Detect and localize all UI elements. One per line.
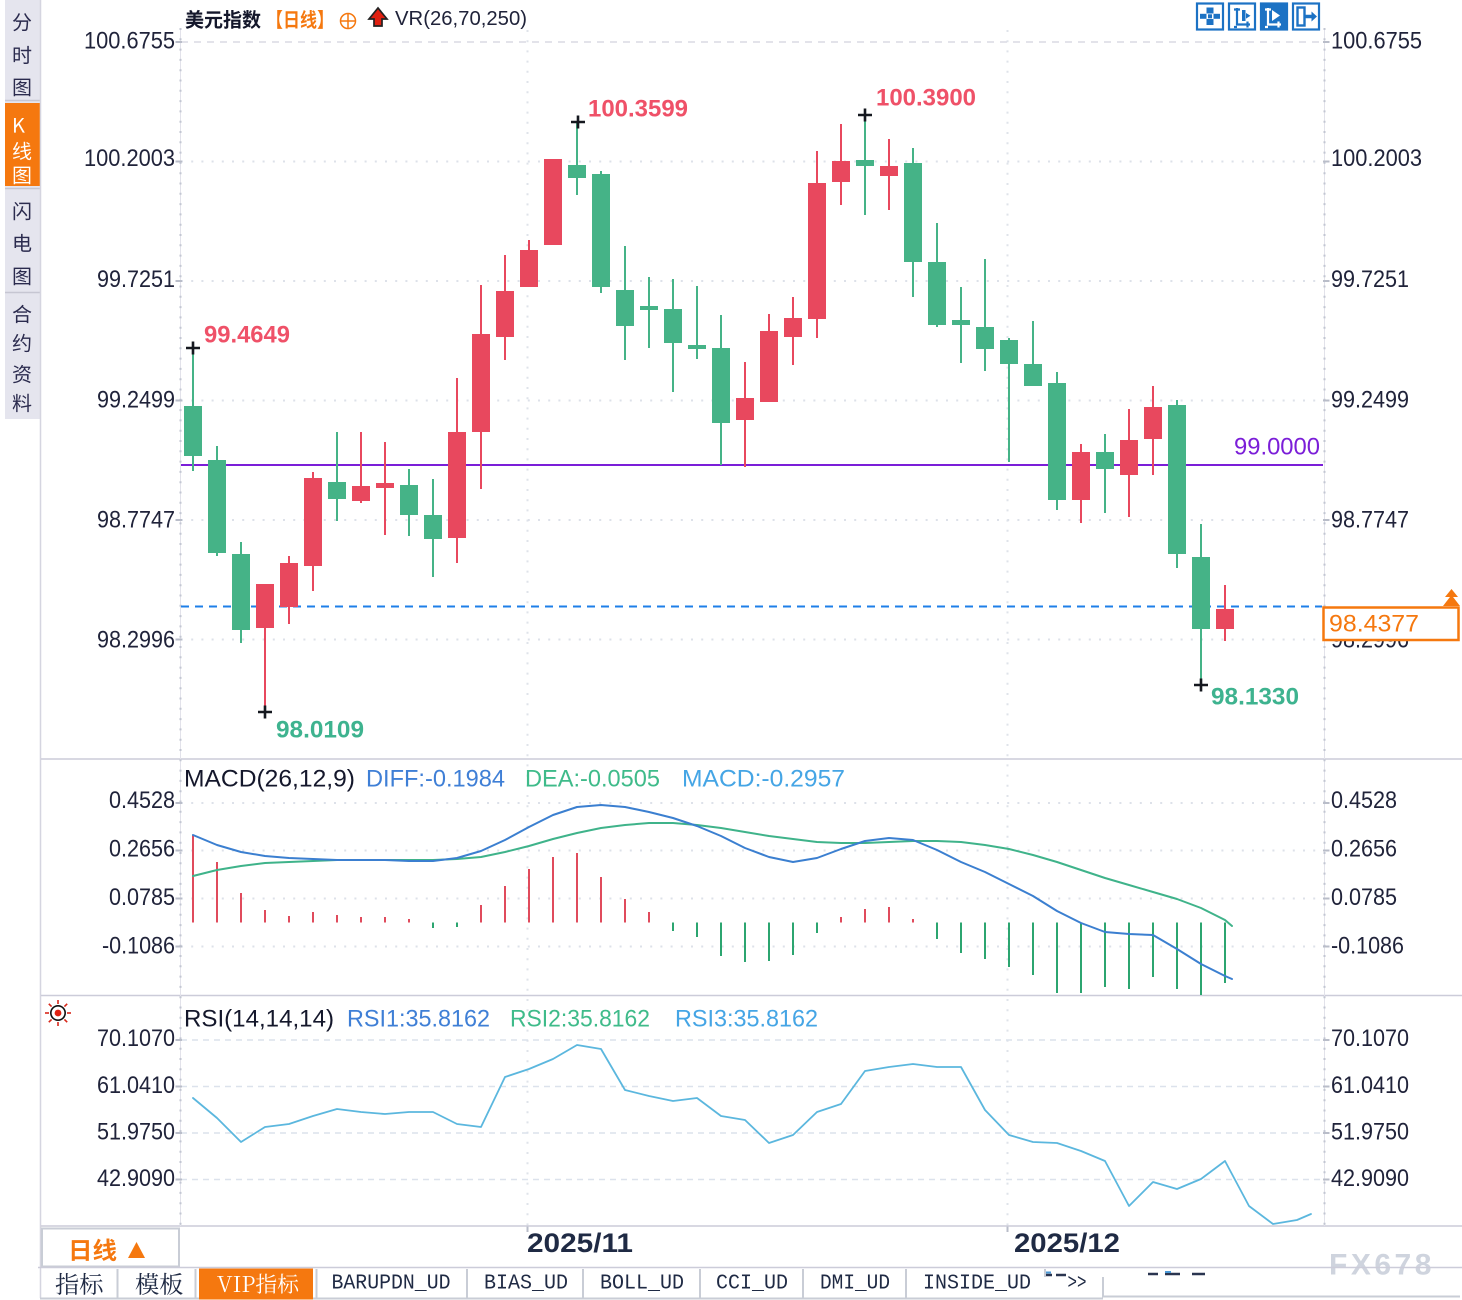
- svg-text:42.9090: 42.9090: [97, 1165, 175, 1192]
- svg-text:-0.1086: -0.1086: [1331, 933, 1404, 960]
- svg-text:RSI(14,14,14): RSI(14,14,14): [184, 1006, 334, 1033]
- svg-text:70.1070: 70.1070: [97, 1025, 175, 1052]
- svg-text:FX678: FX678: [1329, 1249, 1435, 1282]
- svg-text:RSI2:35.8162: RSI2:35.8162: [510, 1006, 650, 1033]
- svg-text:99.0000: 99.0000: [1234, 434, 1320, 461]
- svg-text:0.2656: 0.2656: [109, 836, 175, 863]
- svg-text:98.4377: 98.4377: [1329, 611, 1419, 638]
- svg-text:BIAS_UD: BIAS_UD: [484, 1273, 568, 1296]
- svg-text:100.6755: 100.6755: [1331, 28, 1422, 55]
- svg-text:99.4649: 99.4649: [204, 322, 290, 349]
- svg-text:BARUPDN_UD: BARUPDN_UD: [332, 1273, 451, 1296]
- svg-text:INSIDE_UD: INSIDE_UD: [923, 1273, 1031, 1296]
- svg-text:DMI_UD: DMI_UD: [820, 1273, 890, 1296]
- svg-text:99.7251: 99.7251: [1331, 266, 1409, 293]
- svg-text:-0.1086: -0.1086: [102, 933, 175, 960]
- svg-text:0.2656: 0.2656: [1331, 836, 1397, 863]
- svg-text:0.0785: 0.0785: [109, 884, 175, 911]
- svg-text:61.0410: 61.0410: [97, 1072, 175, 1099]
- svg-text:RSI1:35.8162: RSI1:35.8162: [347, 1006, 490, 1033]
- svg-text:VR(26,70,250): VR(26,70,250): [395, 8, 527, 30]
- svg-text:70.1070: 70.1070: [1331, 1025, 1409, 1052]
- svg-text:0.4528: 0.4528: [1331, 787, 1397, 814]
- svg-text:DIFF:-0.1984: DIFF:-0.1984: [366, 766, 505, 793]
- svg-text:2025/12: 2025/12: [1014, 1228, 1120, 1258]
- svg-text:99.7251: 99.7251: [97, 266, 175, 293]
- svg-text:MACD:-0.2957: MACD:-0.2957: [682, 766, 845, 793]
- svg-text:BOLL_UD: BOLL_UD: [600, 1273, 684, 1296]
- svg-text:98.7747: 98.7747: [1331, 507, 1409, 534]
- svg-text:98.2996: 98.2996: [97, 627, 175, 654]
- svg-text:MACD(26,12,9): MACD(26,12,9): [184, 766, 355, 793]
- svg-text:100.6755: 100.6755: [84, 28, 175, 55]
- svg-text:100.2003: 100.2003: [1331, 145, 1422, 172]
- svg-text:CCI_UD: CCI_UD: [716, 1273, 788, 1296]
- svg-text:51.9750: 51.9750: [97, 1119, 175, 1146]
- svg-text:98.1330: 98.1330: [1211, 684, 1299, 711]
- svg-text:99.2499: 99.2499: [1331, 387, 1409, 414]
- svg-text:>>: >>: [1068, 1273, 1087, 1296]
- svg-text:RSI3:35.8162: RSI3:35.8162: [675, 1006, 818, 1033]
- svg-text:61.0410: 61.0410: [1331, 1072, 1409, 1099]
- svg-text:DEA:-0.0505: DEA:-0.0505: [525, 766, 660, 793]
- svg-text:98.0109: 98.0109: [276, 717, 364, 744]
- svg-text:100.2003: 100.2003: [84, 145, 175, 172]
- svg-text:51.9750: 51.9750: [1331, 1119, 1409, 1146]
- svg-text:99.2499: 99.2499: [97, 387, 175, 414]
- svg-text:98.7747: 98.7747: [97, 507, 175, 534]
- svg-text:100.3599: 100.3599: [588, 96, 688, 123]
- svg-text:100.3900: 100.3900: [876, 85, 976, 112]
- svg-text:0.4528: 0.4528: [109, 787, 175, 814]
- svg-text:0.0785: 0.0785: [1331, 884, 1397, 911]
- svg-text:2025/11: 2025/11: [527, 1228, 633, 1258]
- svg-text:42.9090: 42.9090: [1331, 1165, 1409, 1192]
